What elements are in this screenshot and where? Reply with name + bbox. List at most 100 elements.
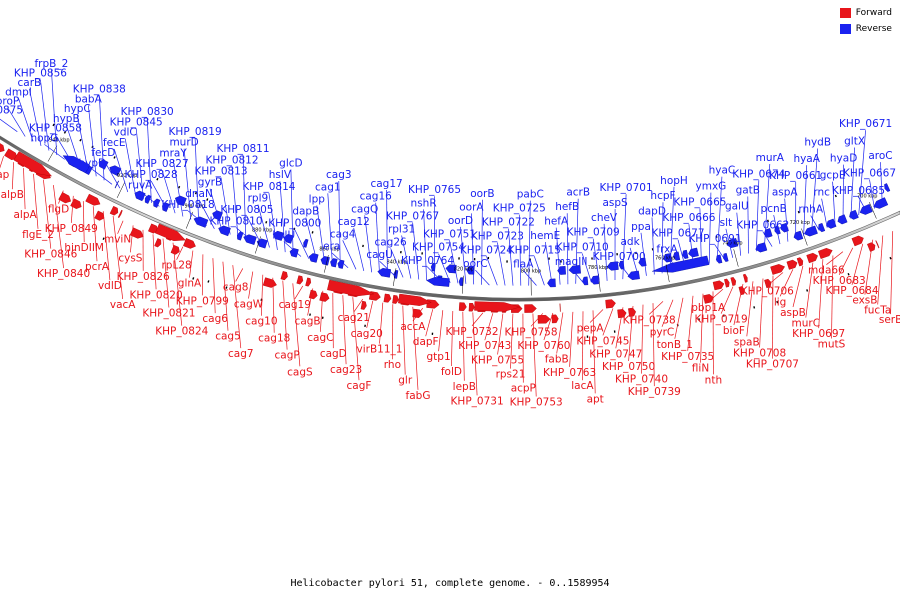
reverse-gene-label[interactable]: hydB — [804, 137, 831, 149]
forward-gene[interactable] — [392, 294, 399, 304]
reverse-gene-label[interactable]: pcnB — [761, 203, 787, 215]
forward-gene-label[interactable]: lepB — [453, 381, 476, 393]
reverse-gene-label[interactable]: KHP_0805 — [220, 204, 273, 216]
forward-gene[interactable] — [360, 300, 367, 310]
reverse-gene[interactable] — [837, 214, 848, 225]
reverse-gene-label[interactable]: KHP_0764 — [401, 255, 454, 267]
forward-gene-label[interactable]: KHP_0826 — [117, 271, 170, 283]
forward-gene-label[interactable]: KHP_0821 — [142, 308, 195, 320]
reverse-gene[interactable] — [320, 256, 330, 266]
forward-gene[interactable] — [764, 278, 772, 289]
reverse-gene-label[interactable]: KHP_0828 — [125, 169, 178, 181]
reverse-gene[interactable] — [606, 261, 619, 271]
reverse-gene-label[interactable]: KHP_0767 — [386, 211, 439, 223]
reverse-gene-label[interactable]: KHP_0665 — [673, 196, 726, 208]
forward-gene-label[interactable]: serB — [879, 314, 900, 326]
reverse-gene-label[interactable]: KHP_0666 — [662, 212, 715, 224]
forward-gene-label[interactable]: rps21 — [496, 369, 526, 381]
forward-gene[interactable] — [605, 299, 616, 309]
forward-gene-label[interactable]: flgD — [48, 204, 69, 216]
forward-gene[interactable] — [851, 235, 864, 247]
reverse-gene[interactable] — [466, 265, 475, 275]
reverse-gene-label[interactable]: KHP_0800 — [268, 218, 321, 230]
reverse-gene[interactable] — [193, 216, 209, 228]
reverse-gene-label[interactable]: hypB — [53, 113, 80, 125]
reverse-gene[interactable] — [884, 183, 891, 192]
forward-gene[interactable] — [13, 151, 53, 177]
forward-gene-label[interactable]: cagD — [320, 348, 347, 360]
forward-gene-label[interactable]: KHP_0719 — [695, 314, 748, 326]
reverse-gene-label[interactable]: proP — [0, 96, 19, 108]
reverse-gene-label[interactable]: ppa — [631, 221, 651, 233]
reverse-gene-label[interactable]: hslU — [272, 230, 295, 242]
forward-gene-label[interactable]: KHP_0799 — [176, 295, 229, 307]
forward-gene-label[interactable]: KHP_0738 — [623, 314, 676, 326]
reverse-gene-label[interactable]: gyrB — [198, 177, 222, 189]
reverse-gene[interactable] — [308, 253, 319, 263]
forward-gene-label[interactable]: rpL28 — [161, 260, 191, 272]
forward-gene[interactable] — [85, 193, 101, 206]
reverse-gene-label[interactable]: gatB — [736, 185, 760, 197]
reverse-gene[interactable] — [153, 198, 161, 208]
reverse-gene[interactable] — [682, 249, 689, 259]
forward-gene-label[interactable]: hinDIIM — [64, 242, 104, 254]
forward-gene-label[interactable]: KHP_0758 — [504, 326, 557, 338]
reverse-gene-label[interactable]: adk — [621, 236, 641, 248]
forward-gene-label[interactable]: flgE_2 — [22, 229, 54, 241]
reverse-gene-label[interactable]: pabC — [517, 189, 544, 201]
forward-gene-label[interactable]: KHP_0760 — [517, 340, 570, 352]
legend-reverse[interactable]: Reverse — [839, 24, 892, 34]
reverse-gene[interactable] — [568, 265, 581, 275]
reverse-gene-label[interactable]: magIII — [555, 256, 588, 268]
reverse-gene[interactable] — [688, 247, 699, 258]
reverse-gene[interactable] — [337, 259, 345, 269]
reverse-gene-label[interactable]: ymxG — [696, 181, 727, 193]
reverse-gene[interactable] — [303, 238, 309, 248]
forward-gene-label[interactable]: lacA — [571, 380, 594, 392]
reverse-gene[interactable] — [426, 277, 450, 287]
reverse-gene-label[interactable]: KHP_0845 — [110, 116, 163, 128]
reverse-gene-label[interactable]: aspS — [602, 197, 628, 209]
forward-gene[interactable] — [319, 292, 330, 302]
forward-gene-label[interactable]: vdlD — [98, 280, 122, 292]
reverse-gene-label[interactable]: rpl9 — [248, 193, 269, 205]
reverse-gene-label[interactable]: hypD — [78, 157, 106, 169]
reverse-gene-label[interactable]: KHP_0725 — [493, 203, 546, 215]
reverse-gene-label[interactable]: KHP_0813 — [194, 166, 247, 178]
reverse-gene-label[interactable]: glcD — [279, 157, 302, 169]
forward-gene-label[interactable]: folD — [441, 366, 462, 378]
forward-gene-label[interactable]: cag7 — [228, 348, 254, 360]
reverse-gene-label[interactable]: KHP_0819 — [169, 126, 222, 138]
forward-gene[interactable] — [806, 252, 818, 264]
forward-gene-label[interactable]: KHP_0753 — [510, 397, 563, 409]
forward-gene[interactable] — [327, 279, 375, 297]
reverse-gene-label[interactable]: flaA — [513, 259, 534, 271]
reverse-gene-label[interactable]: cag12 — [338, 216, 370, 228]
reverse-gene-label[interactable]: KHP_0662 — [736, 220, 789, 232]
reverse-gene-label[interactable]: carB — [18, 77, 42, 89]
reverse-gene-label[interactable]: cag16 — [360, 191, 393, 203]
reverse-gene[interactable] — [134, 190, 146, 202]
reverse-gene-label[interactable]: KHP_0661 — [769, 170, 822, 182]
forward-gene-label[interactable]: cag18 — [258, 333, 290, 345]
forward-gene[interactable] — [796, 257, 804, 267]
reverse-gene[interactable] — [393, 269, 399, 279]
reverse-gene-label[interactable]: oorC — [463, 258, 488, 270]
reverse-gene-label[interactable]: KHP_0858 — [29, 123, 82, 135]
reverse-gene-label[interactable]: galU — [725, 201, 749, 213]
forward-gene[interactable] — [0, 142, 5, 153]
forward-gene-label[interactable]: gtp1 — [427, 351, 451, 363]
reverse-gene-label[interactable]: KHP_0723 — [471, 231, 524, 243]
forward-gene-label[interactable]: cysS — [118, 252, 142, 264]
forward-gene[interactable] — [867, 242, 876, 252]
reverse-gene-label[interactable]: murA — [756, 152, 785, 164]
reverse-gene[interactable] — [804, 225, 818, 237]
reverse-gene[interactable] — [818, 222, 826, 233]
reverse-gene-label[interactable]: hefB — [555, 201, 579, 213]
reverse-gene-label[interactable]: hypC — [64, 103, 91, 115]
reverse-gene[interactable] — [547, 278, 556, 288]
forward-gene[interactable] — [458, 302, 467, 312]
forward-gene-label[interactable]: pbp1A — [691, 302, 726, 314]
reverse-gene-label[interactable]: KHP_0685 — [832, 185, 885, 197]
forward-gene[interactable] — [280, 271, 288, 281]
